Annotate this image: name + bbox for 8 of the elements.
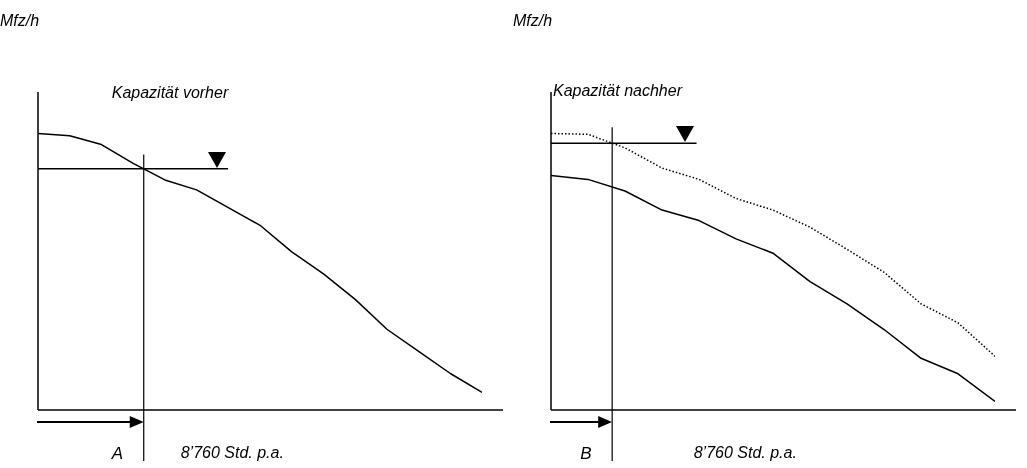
ref-line-label: Kapazität vorher bbox=[111, 84, 229, 102]
text: A bbox=[111, 444, 124, 463]
ref-line-label: Kapazität nachher bbox=[553, 82, 682, 100]
x-axis-title: 8’760 Std. p.a. bbox=[693, 444, 797, 462]
text: B bbox=[580, 444, 592, 463]
y-axis-title: Mfz/h bbox=[0, 12, 40, 30]
x-axis-title: 8’760 Std. p.a. bbox=[180, 444, 284, 462]
y-axis-title: Mfz/h bbox=[513, 12, 553, 30]
